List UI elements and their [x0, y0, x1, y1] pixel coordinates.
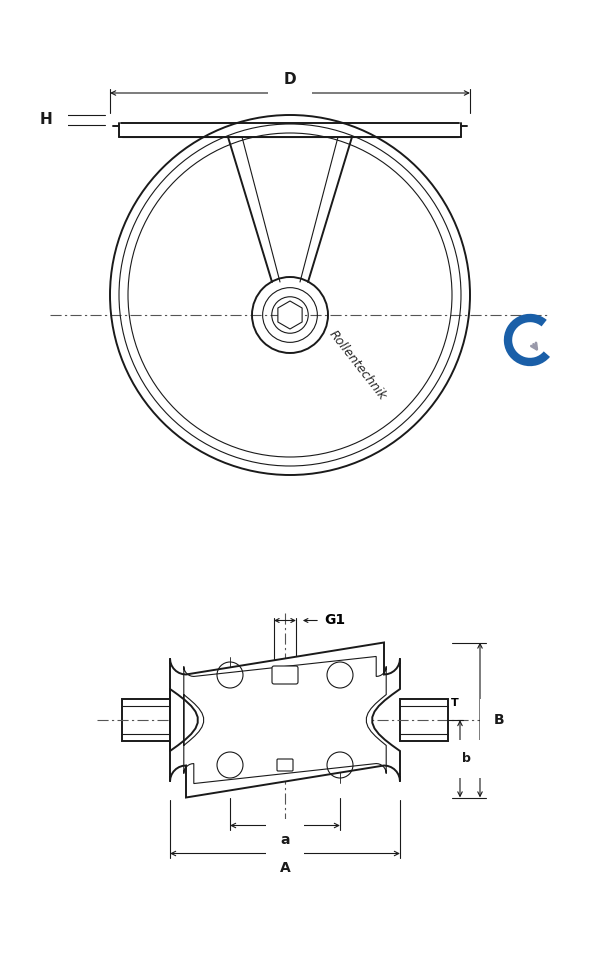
Text: B: B	[494, 713, 505, 727]
Text: T: T	[451, 698, 459, 708]
Text: a: a	[280, 833, 290, 846]
Polygon shape	[278, 301, 302, 329]
Text: D: D	[284, 71, 296, 87]
Bar	[400, 699, 448, 741]
Bar	[122, 699, 170, 741]
Circle shape	[105, 110, 475, 480]
Text: G1: G1	[324, 614, 345, 627]
FancyBboxPatch shape	[272, 666, 298, 684]
Polygon shape	[170, 643, 400, 797]
FancyBboxPatch shape	[277, 759, 293, 771]
Text: Rollentechnik: Rollentechnik	[327, 327, 389, 402]
Text: A: A	[280, 861, 290, 874]
Text: b: b	[462, 753, 471, 765]
Text: H: H	[40, 113, 52, 127]
